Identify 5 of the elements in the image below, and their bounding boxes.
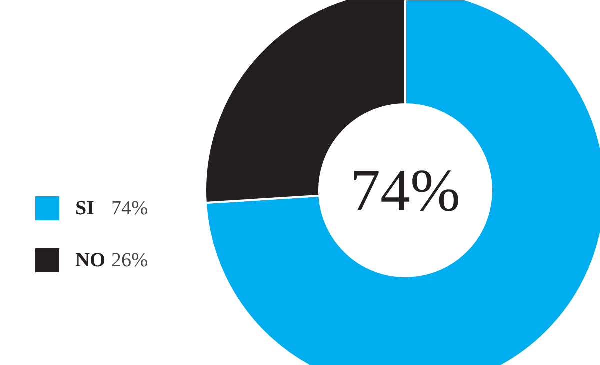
legend-label: SI — [76, 198, 95, 220]
legend-label: NO — [76, 250, 106, 272]
data-label: 26% — [112, 250, 148, 272]
text: 74% — [350, 158, 460, 224]
data-label: 74% — [112, 198, 148, 220]
